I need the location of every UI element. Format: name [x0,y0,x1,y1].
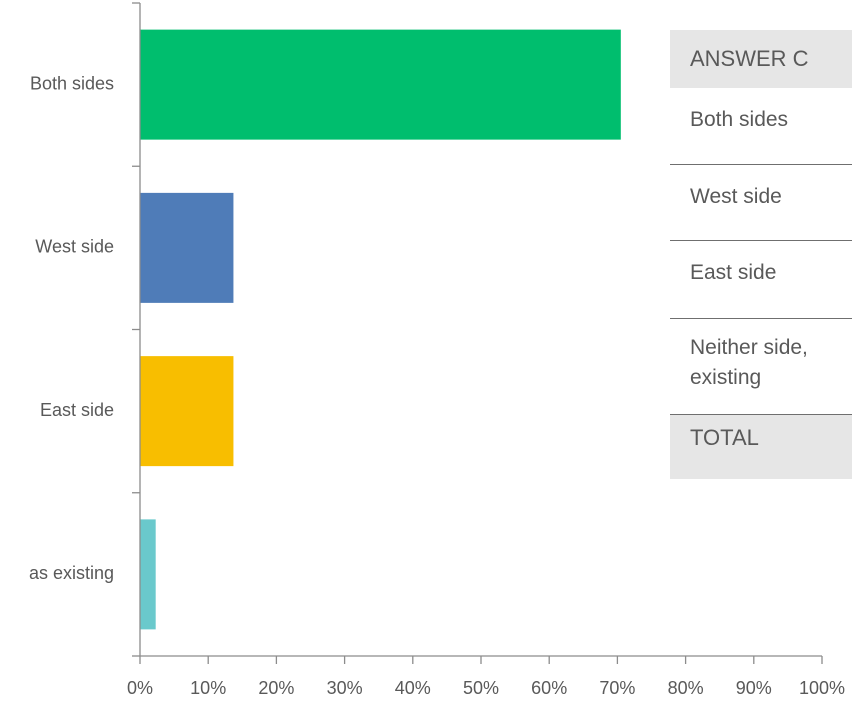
category-label-east-side: East side [40,400,114,420]
x-tick-label: 30% [327,678,363,698]
x-tick-label: 10% [190,678,226,698]
table-row-west-side: West side [670,165,852,241]
x-tick-label: 40% [395,678,431,698]
x-tick-label: 80% [668,678,704,698]
table-total: TOTAL [670,415,852,479]
category-label-west-side: West side [35,237,114,257]
category-label-both-sides: Both sides [30,73,114,93]
table-row-both-sides: Both sides [670,88,852,165]
bar-west-side [140,192,234,303]
bar-both-sides [140,29,621,140]
bar-east-side [140,356,234,467]
x-tick-label: 70% [599,678,635,698]
x-tick-label: 100% [799,678,845,698]
answer-choices-table: ANSWER C Both sides West side East side … [670,30,852,479]
x-tick-label: 20% [258,678,294,698]
bar-as-existing [140,519,156,630]
table-row-neither-side: Neither side, existing [670,319,852,415]
category-labels: Both sides West side East side as existing [29,73,114,583]
x-tick-label: 0% [127,678,153,698]
bars [140,29,621,630]
table-row-east-side: East side [670,241,852,319]
x-tick-label: 60% [531,678,567,698]
x-tick-label: 50% [463,678,499,698]
axes [132,2,823,664]
category-label-as-existing: as existing [29,563,114,583]
x-tick-label: 90% [736,678,772,698]
table-row-neither-line-2: existing [690,366,762,389]
x-tick-labels: 0% 10% 20% 30% 40% 50% 60% 70% 80% 90% 100% [127,678,845,698]
table-header: ANSWER C [670,30,852,88]
table-row-neither-line-1: Neither side, [690,336,808,359]
